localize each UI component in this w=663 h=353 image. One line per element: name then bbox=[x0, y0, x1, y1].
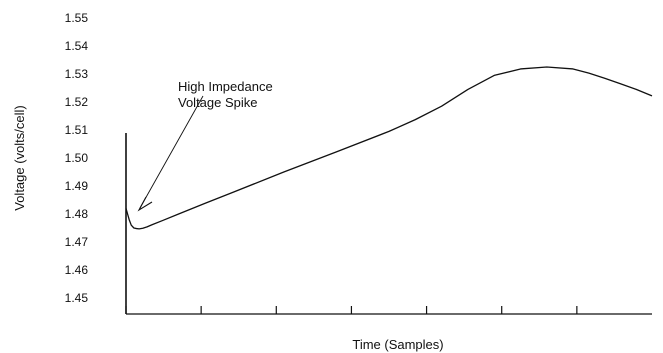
y-tick-label: 1.50 bbox=[65, 151, 89, 165]
annotation-arrowhead bbox=[137, 196, 153, 212]
y-tick-label: 1.52 bbox=[65, 95, 89, 109]
y-tick-label: 1.47 bbox=[65, 235, 89, 249]
y-axis-title: Voltage (volts/cell) bbox=[12, 105, 27, 211]
annotation-arrow-line bbox=[139, 95, 204, 209]
annotation-label: High Impedance bbox=[178, 79, 273, 94]
y-tick-label: 1.49 bbox=[65, 179, 89, 193]
y-tick-label: 1.51 bbox=[65, 123, 89, 137]
y-tick-label: 1.53 bbox=[65, 67, 89, 81]
y-tick-label: 1.46 bbox=[65, 263, 89, 277]
y-tick-label: 1.48 bbox=[65, 207, 89, 221]
x-axis-title: Time (Samples) bbox=[352, 337, 443, 352]
voltage-series-line bbox=[125, 66, 653, 230]
y-tick-label: 1.45 bbox=[65, 291, 89, 305]
annotation-label: Voltage Spike bbox=[178, 95, 258, 110]
y-tick-label: 1.55 bbox=[65, 11, 89, 25]
y-tick-label: 1.54 bbox=[65, 39, 89, 53]
